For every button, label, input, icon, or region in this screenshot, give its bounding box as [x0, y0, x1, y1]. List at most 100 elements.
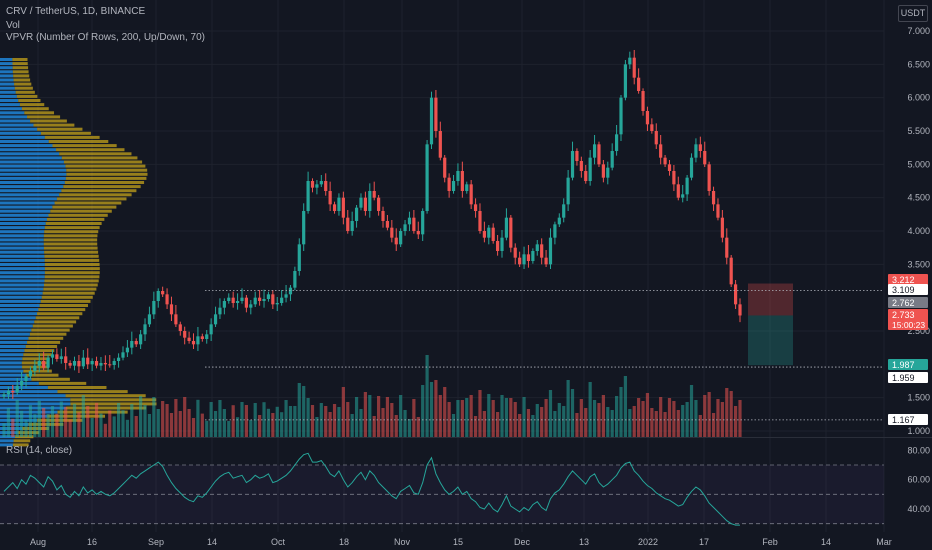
vpvr-bar-up [0, 381, 39, 385]
candle-body [363, 197, 367, 211]
vpvr-bar-up [0, 373, 27, 377]
candle-body [205, 334, 209, 339]
vpvr-bar-up [0, 345, 26, 348]
vpvr-bar-up [0, 287, 44, 291]
vpvr-bar-up [0, 394, 66, 398]
candle-body [359, 197, 363, 208]
candle [249, 300, 253, 315]
volume-bar [11, 418, 15, 437]
price-axis-label: 5.000 [907, 159, 930, 169]
candle-body [121, 352, 125, 358]
vpvr-bar-down [44, 230, 99, 234]
volume-bar [231, 405, 235, 437]
vpvr-bar-down [34, 320, 77, 324]
volume-bar [681, 405, 685, 437]
vpvr-bar-up [0, 62, 13, 66]
vpvr-bar-up [0, 222, 46, 225]
vpvr-bar-up [0, 340, 28, 344]
volume-bar [703, 395, 707, 437]
vpvr-bar-down [43, 242, 98, 246]
currency-label[interactable]: USDT [898, 5, 928, 22]
volume-bar [359, 409, 363, 437]
candle-body [703, 151, 707, 165]
vpvr-bar-down [17, 431, 40, 435]
volume-bar [346, 402, 350, 437]
vpvr-bar-up [0, 160, 64, 164]
candle-body [403, 224, 407, 231]
candle [59, 348, 63, 364]
candle-body [196, 336, 200, 345]
candle [579, 156, 583, 178]
volume-bar [553, 411, 557, 437]
volume-bar [478, 390, 482, 437]
time-axis-label: 17 [699, 537, 709, 547]
candle-body [584, 171, 588, 181]
vpvr-bar-down [59, 193, 132, 197]
candle-body [103, 363, 107, 365]
volume-bar [108, 410, 112, 437]
candle-body [500, 237, 504, 251]
candle-body [94, 361, 99, 366]
vpvr-bar-down [61, 189, 137, 193]
volume-bar [213, 411, 218, 437]
volume-bar [716, 399, 720, 437]
volume-indicator-label[interactable]: Vol [6, 20, 20, 31]
time-axis-label: 14 [821, 537, 831, 547]
candle-body [535, 244, 539, 251]
candle-body [641, 91, 645, 111]
candle-body [81, 357, 85, 367]
candle [592, 135, 597, 165]
candle-body [178, 324, 182, 331]
price-tag: 1.959 [888, 372, 928, 383]
candle [297, 238, 301, 276]
candle-body [672, 171, 676, 185]
candle [99, 357, 103, 371]
candle [606, 161, 610, 185]
volume-bar [425, 355, 429, 437]
price-tag-label: 2.762 [892, 298, 915, 308]
rsi-axis-label: 60.00 [907, 475, 930, 485]
vpvr-bar-up [0, 246, 44, 250]
candle [147, 306, 152, 327]
candle [156, 288, 160, 308]
candle [491, 223, 495, 244]
price-axis-label: 1.500 [907, 393, 930, 403]
vpvr-bar-up [0, 144, 53, 148]
volume-bar [337, 407, 341, 437]
volume-bars [2, 355, 742, 437]
price-tag-label: 3.109 [892, 285, 915, 295]
volume-bar [310, 405, 315, 437]
candle [205, 330, 209, 344]
price-axis: 7.000 6.500 6.000 5.500 5.000 4.500 4.000 3.500… [907, 26, 930, 436]
candle [50, 350, 55, 365]
vpvr-bar-down [26, 373, 59, 377]
candle [601, 160, 605, 183]
volume-bar [2, 423, 6, 437]
candle [24, 373, 28, 388]
volume-bar [429, 382, 434, 437]
candle [676, 176, 680, 201]
vpvr-bar-down [56, 197, 127, 201]
vpvr-indicator-label[interactable]: VPVR (Number Of Rows, 200, Up/Down, 70) [6, 32, 205, 43]
candle-body [42, 361, 46, 368]
candle-body [147, 314, 152, 325]
vpvr-bar-down [50, 209, 112, 213]
price-tag: 3.212 [888, 274, 928, 285]
candle-body [720, 217, 724, 238]
rsi-indicator-label[interactable]: RSI (14, close) [6, 445, 73, 456]
volume-bar [271, 413, 275, 437]
volume-bar [513, 402, 517, 437]
vpvr-bar-down [44, 275, 100, 279]
volume-bar [275, 406, 279, 437]
vpvr-bar-up [0, 193, 60, 197]
candle-body [90, 361, 94, 365]
candle-body [341, 197, 345, 218]
candle-body [663, 157, 667, 165]
candle-body [711, 191, 716, 205]
candle-body [86, 357, 90, 365]
volume-bar [729, 391, 733, 437]
candle-body [20, 381, 24, 386]
candle-body [240, 297, 244, 301]
